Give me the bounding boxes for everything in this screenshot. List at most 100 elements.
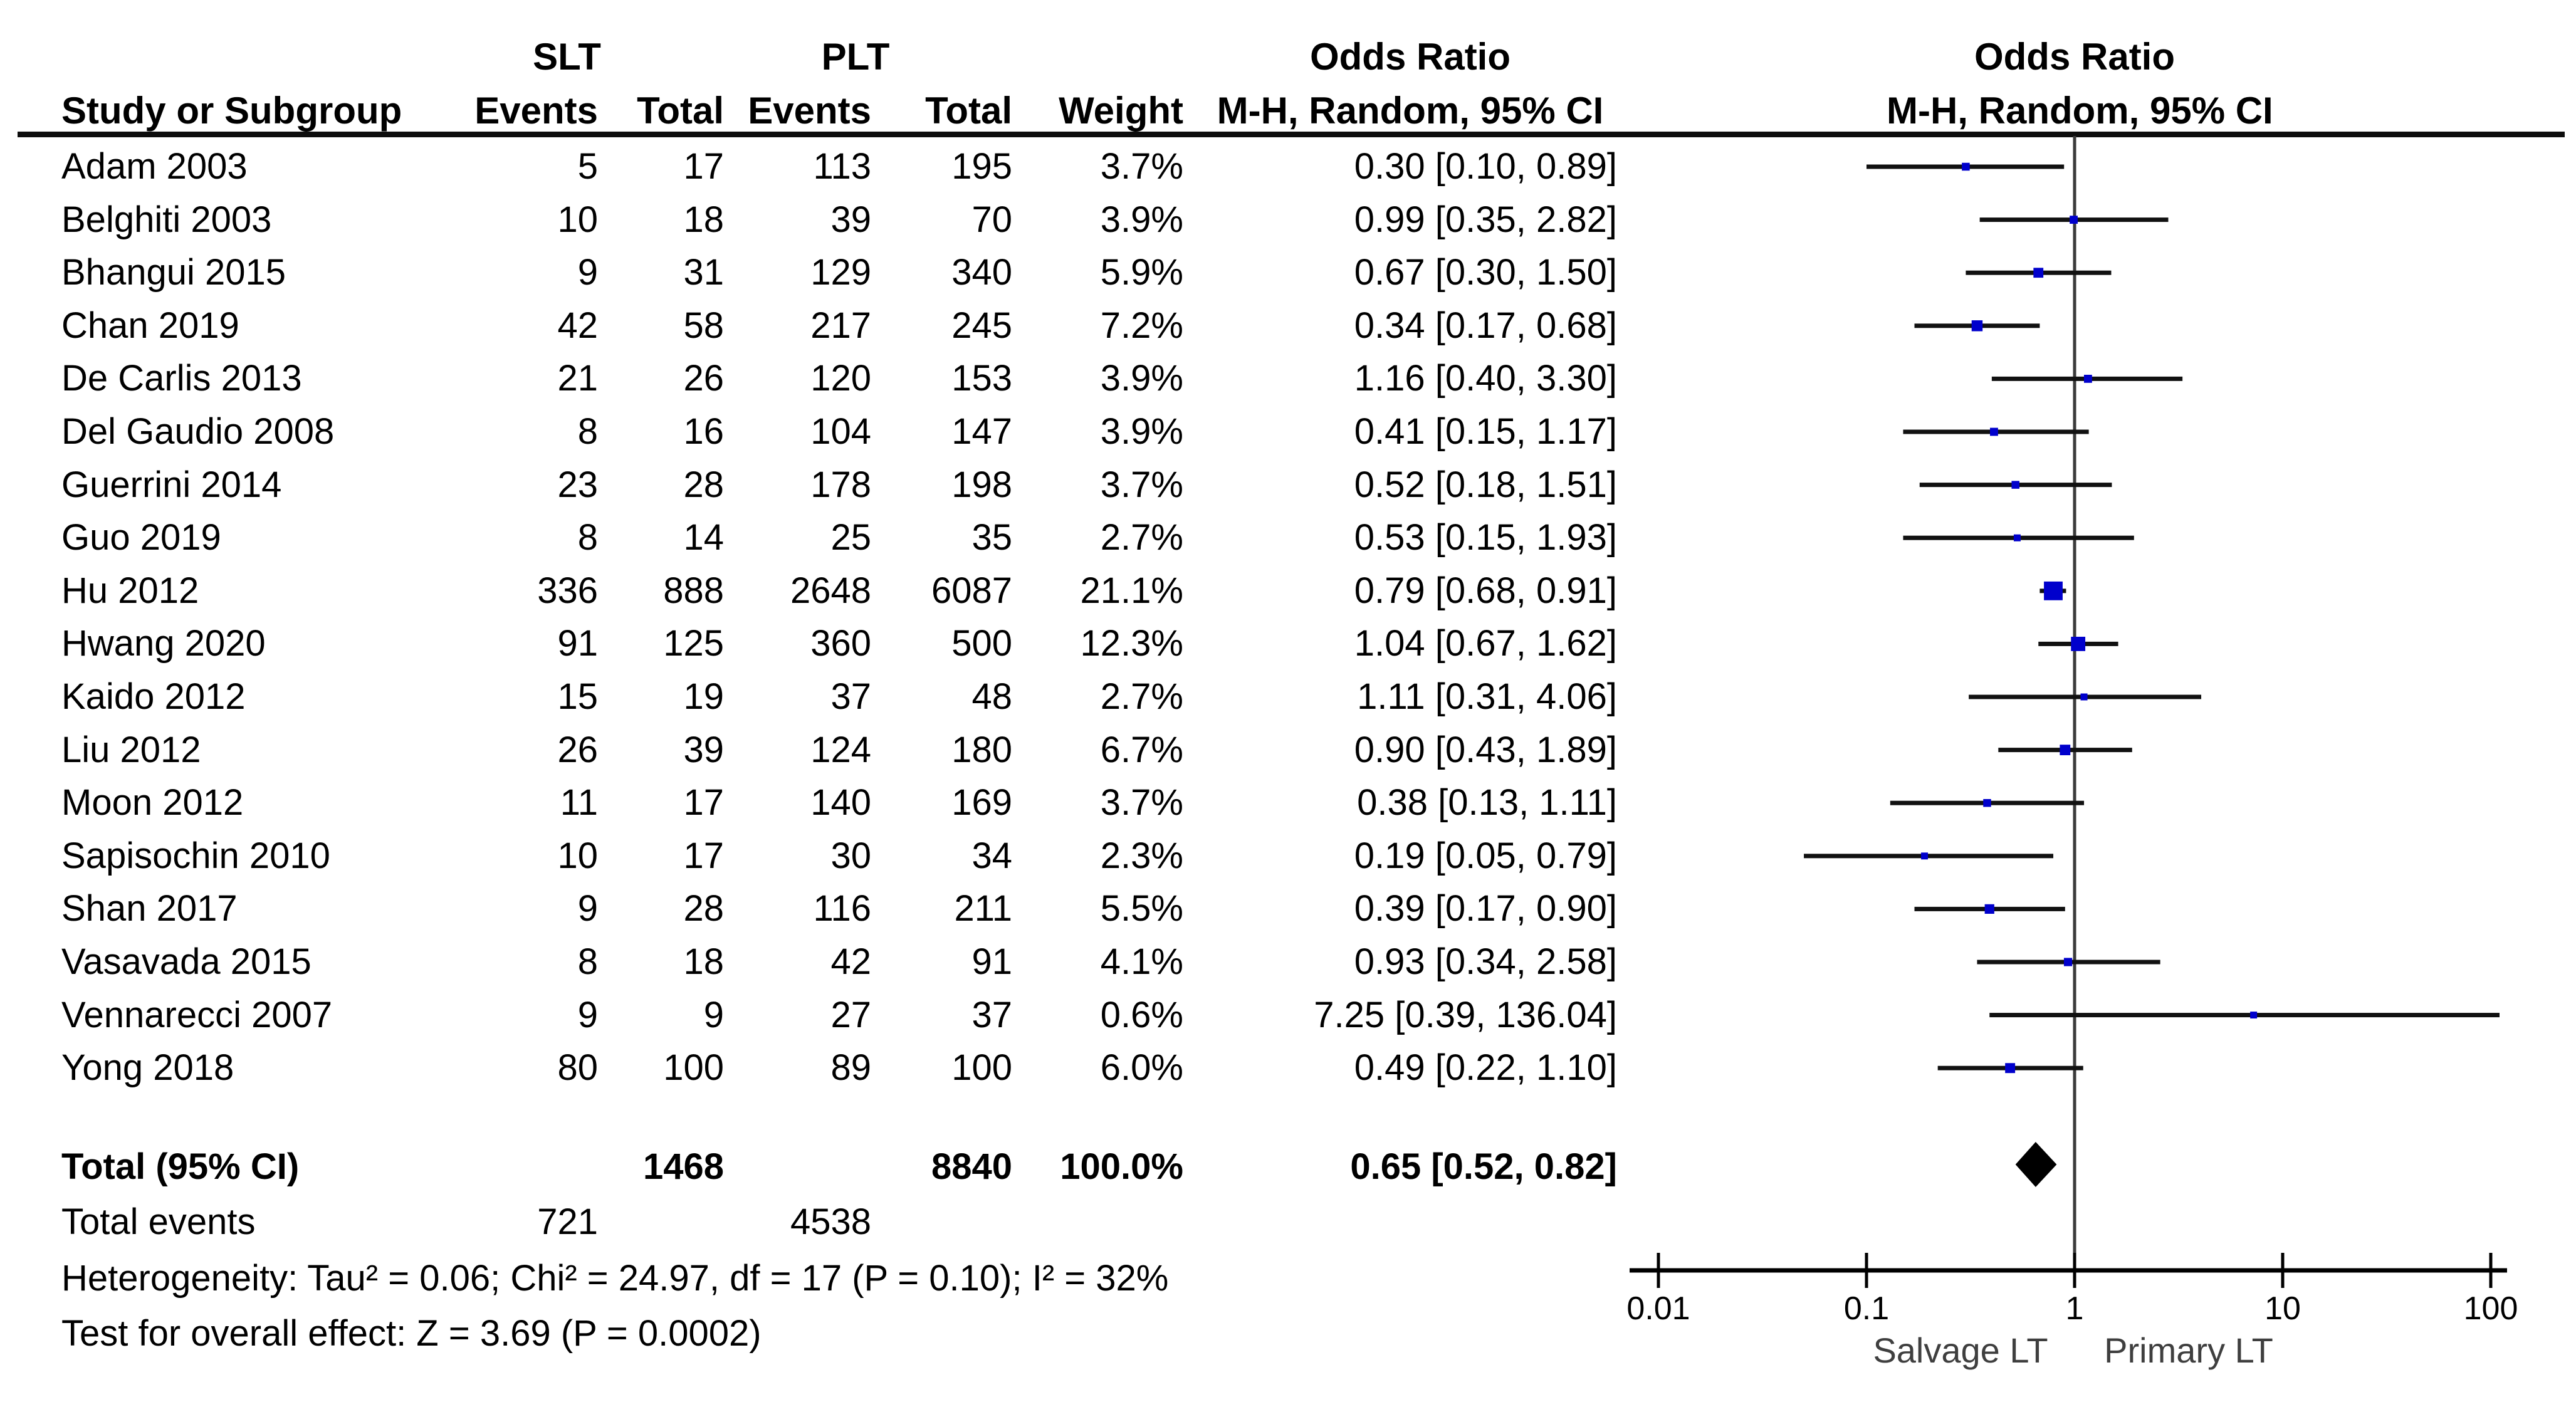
header-slt-total: Total (637, 90, 724, 132)
cell-or-ci: 7.25 [0.39, 136.04] (1314, 994, 1617, 1035)
cell-study-name: De Carlis 2013 (61, 358, 302, 399)
group-header-row: SLT PLT Odds Ratio Odds Ratio (0, 34, 2175, 80)
cell-plt-events: 178 (810, 464, 871, 505)
cell-plt-total: 180 (951, 729, 1012, 770)
cell-slt-events: 21 (557, 358, 598, 399)
header-weight: Weight (1059, 90, 1183, 132)
total-row: Total (95% CI) 1468 8840 100.0% 0.65 [0.… (0, 1144, 1642, 1190)
cell-weight: 4.1% (1100, 941, 1183, 982)
cell-weight: 5.9% (1100, 252, 1183, 293)
cell-plt-total: 37 (971, 994, 1012, 1035)
axis-tick (1865, 1253, 1868, 1288)
overall-effect-stats: Test for overall effect: Z = 3.69 (P = 0… (61, 1313, 762, 1354)
or-marker (2071, 637, 2086, 651)
header-underline (18, 132, 2565, 137)
cell-plt-total: 340 (951, 252, 1012, 293)
study-row: Belghiti 2003 10 18 39 70 3.9% 0.99 [0.35, 2.8… (0, 197, 1642, 243)
cell-slt-total: 39 (683, 729, 724, 770)
cell-plt-events: 104 (810, 411, 871, 452)
cell-weight: 5.5% (1100, 888, 1183, 929)
or-marker (1983, 798, 1991, 807)
header-slt-events: Events (474, 90, 598, 132)
cell-slt-total: 17 (683, 146, 724, 187)
cell-slt-events: 80 (557, 1047, 598, 1089)
axis-label-favours-primary: Primary LT (2104, 1331, 2273, 1370)
cell-study-name: Hu 2012 (61, 570, 199, 611)
or-marker (2033, 268, 2044, 278)
cell-or-ci: 0.49 [0.22, 1.10] (1354, 1047, 1617, 1089)
cell-plt-total: 35 (971, 517, 1012, 558)
header-study-or-subgroup: Study or Subgroup (61, 90, 402, 132)
cell-weight: 7.2% (1100, 305, 1183, 346)
cell-plt-events: 30 (830, 835, 871, 876)
cell-slt-total: 100 (663, 1047, 724, 1089)
or-marker (2011, 481, 2019, 489)
cell-or-ci: 0.30 [0.10, 0.89] (1354, 146, 1617, 187)
cell-slt-events: 15 (557, 676, 598, 717)
or-marker (2083, 374, 2092, 383)
cell-slt-total: 19 (683, 676, 724, 717)
cell-study-name: Guo 2019 (61, 517, 221, 558)
cell-weight: 3.7% (1100, 464, 1183, 505)
cell-or-ci: 1.16 [0.40, 3.30] (1354, 358, 1617, 399)
cell-weight: 21.1% (1080, 570, 1183, 611)
total-label: Total (95% CI) (61, 1146, 300, 1187)
cell-or-ci: 0.38 [0.13, 1.11] (1357, 782, 1617, 824)
study-row: Sapisochin 2010 10 17 30 34 2.3% 0.19 [0.05, 0… (0, 834, 1642, 879)
or-marker (2060, 745, 2071, 756)
cell-plt-events: 129 (810, 252, 871, 293)
cell-slt-events: 42 (557, 305, 598, 346)
cell-plt-total: 198 (951, 464, 1012, 505)
cell-slt-events: 336 (537, 570, 598, 611)
study-row: Hu 2012 336 888 2648 6087 21.1% 0.79 [0.68, 0.… (0, 568, 1642, 614)
summary-diamond (2015, 1142, 2057, 1187)
study-row: Guo 2019 8 14 25 35 2.7% 0.53 [0.15, 1.93] (0, 515, 1642, 560)
cell-slt-total: 31 (683, 252, 724, 293)
cell-plt-events: 217 (810, 305, 871, 346)
cell-weight: 2.3% (1100, 835, 1183, 876)
cell-or-ci: 1.04 [0.67, 1.62] (1354, 623, 1617, 664)
cell-or-ci: 0.39 [0.17, 0.90] (1354, 888, 1617, 929)
total-weight: 100.0% (1060, 1146, 1183, 1187)
x-axis-line (1630, 1268, 2507, 1273)
header-slt-group: SLT (533, 36, 601, 78)
cell-slt-events: 5 (577, 146, 598, 187)
cell-slt-events: 8 (577, 411, 598, 452)
study-row: Kaido 2012 15 19 37 48 2.7% 1.11 [0.31, 4.06] (0, 674, 1642, 719)
cell-or-ci: 0.79 [0.68, 0.91] (1354, 570, 1617, 611)
cell-plt-total: 6087 (931, 570, 1012, 611)
cell-plt-total: 211 (954, 888, 1012, 929)
cell-slt-total: 16 (683, 411, 724, 452)
ci-line (1804, 854, 2054, 859)
study-row: Del Gaudio 2008 8 16 104 147 3.9% 0.41 [0.15, … (0, 409, 1642, 454)
total-plt-total: 8840 (931, 1146, 1012, 1187)
or-marker (1962, 162, 1970, 171)
cell-study-name: Chan 2019 (61, 305, 239, 346)
cell-plt-total: 100 (951, 1047, 1012, 1089)
cell-slt-total: 9 (703, 994, 724, 1035)
cell-slt-events: 10 (557, 835, 598, 876)
axis-tick-label: 0.1 (1843, 1290, 1890, 1327)
cell-weight: 12.3% (1080, 623, 1183, 664)
cell-study-name: Belghiti 2003 (61, 199, 272, 240)
axis-tick-label: 0.01 (1626, 1290, 1690, 1327)
axis-label-favours-salvage: Salvage LT (1873, 1331, 2048, 1370)
cell-or-ci: 0.53 [0.15, 1.93] (1354, 517, 1617, 558)
cell-study-name: Adam 2003 (61, 146, 248, 187)
cell-plt-events: 2648 (790, 570, 871, 611)
cell-study-name: Sapisochin 2010 (61, 835, 330, 876)
cell-slt-events: 9 (577, 994, 598, 1035)
total-slt-total: 1468 (642, 1146, 724, 1187)
heterogeneity-stats: Heterogeneity: Tau² = 0.06; Chi² = 24.97… (61, 1258, 1169, 1299)
cell-weight: 3.9% (1100, 199, 1183, 240)
cell-weight: 3.7% (1100, 146, 1183, 187)
line-of-no-effect (2073, 136, 2076, 1270)
or-marker (2013, 534, 2021, 541)
cell-or-ci: 0.52 [0.18, 1.51] (1354, 464, 1617, 505)
or-marker (1984, 904, 1994, 914)
column-header-row: Study or Subgroup Events Total Events To… (0, 88, 2273, 133)
cell-weight: 2.7% (1100, 676, 1183, 717)
cell-plt-events: 89 (830, 1047, 871, 1089)
cell-plt-total: 48 (971, 676, 1012, 717)
